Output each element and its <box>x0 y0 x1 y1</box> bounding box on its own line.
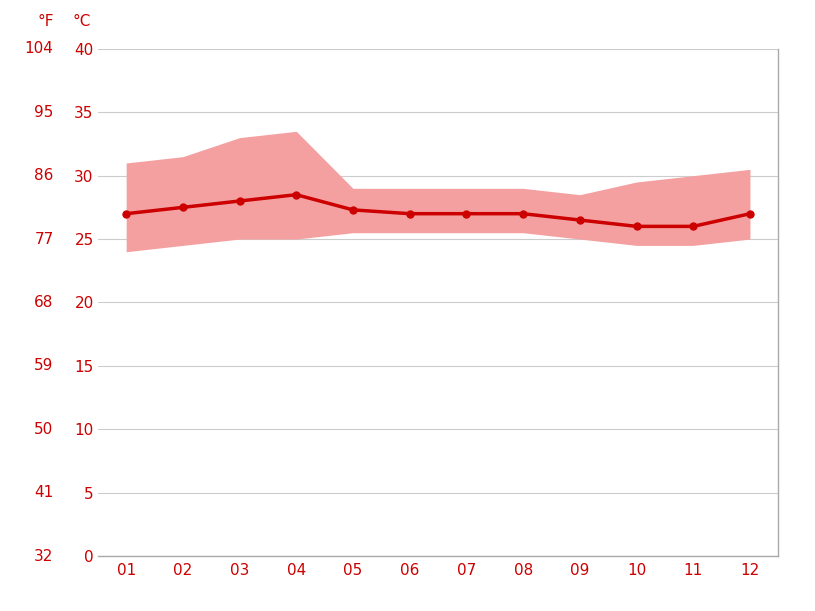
Text: 86: 86 <box>34 168 54 183</box>
Text: 32: 32 <box>34 549 54 563</box>
Text: 104: 104 <box>24 42 54 56</box>
Text: 41: 41 <box>34 485 54 500</box>
Text: °F: °F <box>37 13 54 29</box>
Text: °C: °C <box>73 13 91 29</box>
Text: 95: 95 <box>34 104 54 120</box>
Text: 77: 77 <box>34 232 54 247</box>
Text: 59: 59 <box>34 358 54 373</box>
Text: 50: 50 <box>34 422 54 437</box>
Text: 68: 68 <box>34 295 54 310</box>
